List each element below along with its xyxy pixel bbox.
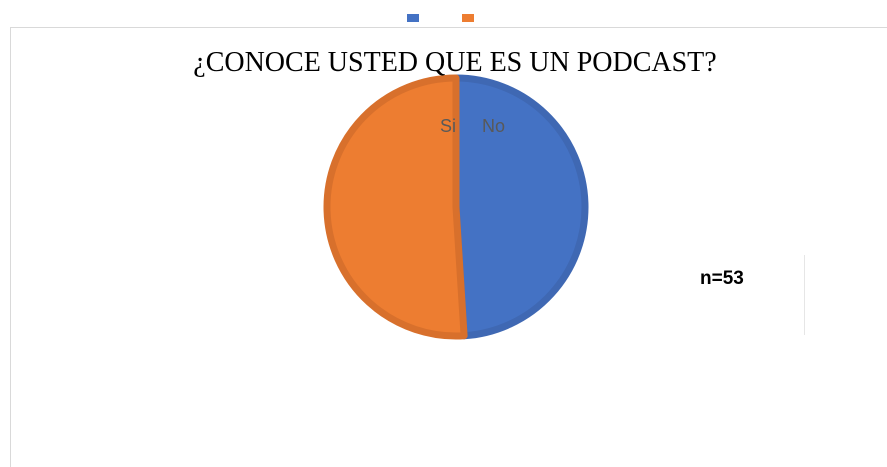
chart-title: ¿CONOCE USTED QUE ES UN PODCAST? bbox=[193, 47, 717, 78]
slice-label-no: No bbox=[482, 116, 505, 136]
pie-slice-si bbox=[323, 74, 468, 340]
pie-slice-no bbox=[452, 74, 589, 340]
divider bbox=[804, 255, 805, 335]
slice-label-si: Si bbox=[440, 116, 456, 136]
chart-frame bbox=[10, 27, 887, 467]
legend-swatch-no bbox=[407, 14, 419, 22]
legend-swatch-si bbox=[462, 14, 474, 22]
sample-size-annotation: n=53 bbox=[700, 268, 744, 289]
